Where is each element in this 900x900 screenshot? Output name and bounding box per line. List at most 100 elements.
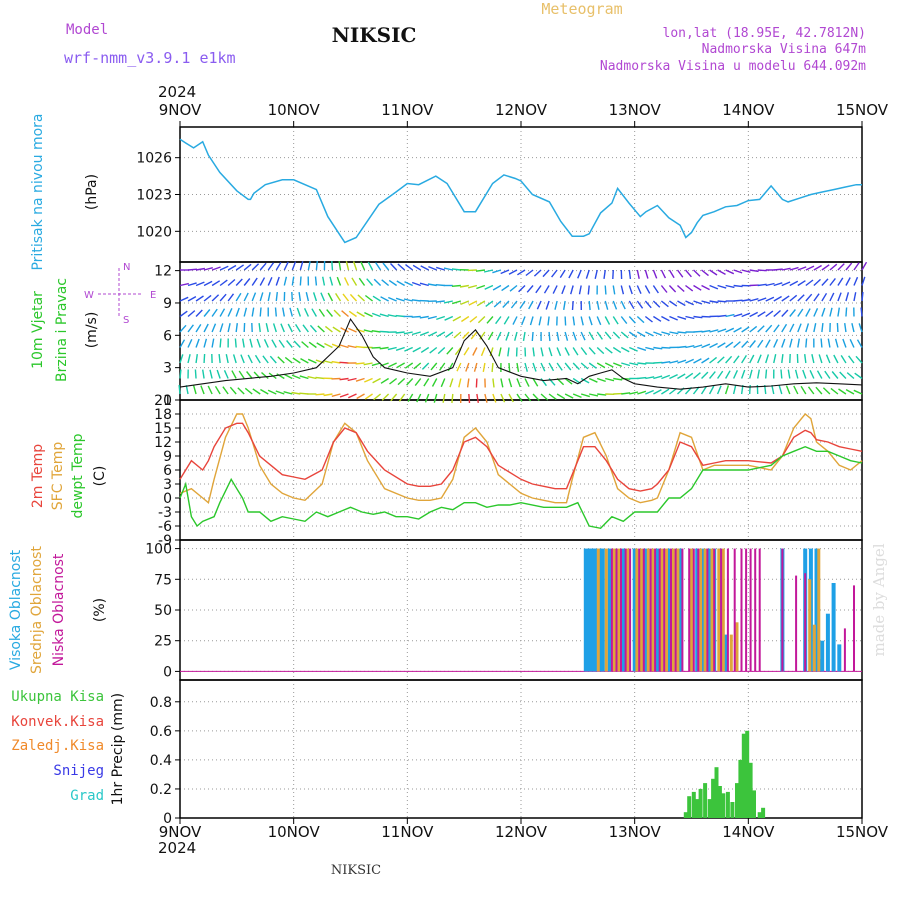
- wind-arrow: [508, 393, 514, 403]
- wind-arrow: [552, 285, 558, 294]
- low-cloud-bar: [726, 548, 729, 672]
- wind-arrow: [339, 344, 349, 349]
- y-tick-label: 100: [145, 542, 172, 558]
- y-tick-label: 15: [154, 421, 172, 437]
- mid-cloud-bar: [703, 548, 707, 672]
- wind-arrow: [412, 264, 422, 271]
- wind-arrow: [605, 377, 615, 382]
- wind-arrow: [452, 315, 462, 322]
- wind-arrow: [219, 308, 226, 317]
- wind-arrow: [510, 300, 518, 309]
- wind-arrow: [693, 344, 703, 349]
- low-cloud-bar: [688, 548, 691, 672]
- low-cloud-bar: [713, 548, 716, 672]
- wind-arrow: [195, 324, 202, 333]
- precip-bar: [683, 812, 688, 818]
- mid-cloud-bar: [651, 548, 655, 672]
- high-cloud-label: Visoka Oblacnost: [8, 549, 24, 670]
- wind-arrow: [789, 309, 796, 317]
- wind-arrow: [355, 362, 365, 365]
- legend-hail: Grad: [70, 788, 104, 804]
- mid-cloud-bar: [812, 624, 816, 672]
- wind-arrow: [564, 347, 570, 356]
- wind-arrow: [315, 376, 325, 380]
- wind-arrow: [388, 362, 397, 368]
- wind-arrow: [225, 354, 229, 364]
- credit-text: made by Angel: [870, 543, 888, 656]
- wind-arrow: [733, 269, 743, 274]
- wind-direction-legend: N S W E: [84, 262, 156, 326]
- wind-arrow: [588, 331, 595, 341]
- wind-arrow: [797, 266, 807, 271]
- wind-arrow: [620, 346, 630, 353]
- legend-snow: Snijeg: [53, 763, 104, 779]
- wind-arrow: [274, 307, 277, 317]
- wind-arrow: [371, 362, 381, 367]
- precip-bar: [703, 783, 708, 818]
- wind-arrow: [821, 278, 829, 286]
- wind-arrow: [244, 387, 253, 395]
- high-cloud-bar: [632, 548, 637, 672]
- wind-arrow: [629, 391, 639, 395]
- wind-arrow: [834, 338, 839, 348]
- wind-arrow: [291, 374, 301, 380]
- wind-arrow: [621, 362, 631, 367]
- y-tick-label: 50: [154, 603, 172, 619]
- wind-arrow: [604, 362, 614, 368]
- wind-arrow: [342, 293, 350, 302]
- wind-arrow: [329, 276, 334, 286]
- precip-bar: [721, 793, 726, 818]
- wind-arrow: [484, 284, 494, 290]
- dewpt-label: dewpt Temp: [70, 433, 86, 518]
- wind-arrow: [519, 300, 526, 309]
- wind-arrow: [829, 277, 836, 286]
- low-cloud-bar: [843, 628, 846, 672]
- wind-arrow: [818, 354, 823, 364]
- precip-bar: [745, 730, 750, 818]
- wind-arrow: [809, 370, 815, 379]
- wind-arrow: [440, 378, 446, 388]
- wind-arrow: [489, 347, 494, 357]
- wind-arrow: [259, 292, 264, 302]
- wind-arrow: [669, 373, 678, 380]
- x-tick-label: 13NOV: [609, 823, 662, 841]
- low-cloud-bar: [853, 585, 855, 672]
- wind-arrow: [693, 269, 701, 277]
- wind-arrow: [301, 341, 309, 349]
- wind-arrow: [238, 370, 245, 379]
- wind-east-label: E: [150, 290, 156, 301]
- wind-arrow: [388, 279, 398, 287]
- wind-arrow: [500, 393, 506, 403]
- wind-arrow: [284, 356, 293, 364]
- wind-arrow: [717, 328, 727, 333]
- wind-arrow: [732, 385, 737, 395]
- y-tick-label: 3: [163, 477, 172, 493]
- wind-arrow: [283, 391, 293, 395]
- wind-arrow: [853, 389, 863, 395]
- wind-arrow: [424, 393, 430, 403]
- year-top: 2024: [158, 83, 196, 101]
- wind-arrow: [661, 315, 670, 322]
- wind-arrow: [842, 338, 847, 348]
- wind-arrow: [508, 378, 513, 388]
- low-cloud-bar: [658, 548, 661, 672]
- wind-arrow: [451, 284, 461, 287]
- wind-arrow: [397, 377, 406, 386]
- wind-arrow: [556, 393, 566, 400]
- wind-arrow: [604, 346, 613, 354]
- wind-arrow: [366, 278, 374, 286]
- wind-arrow: [645, 331, 654, 337]
- wind-arrow: [195, 281, 205, 287]
- low-cloud-bar: [674, 548, 677, 672]
- low-cloud-bar: [740, 548, 743, 672]
- wind-arrow: [296, 307, 302, 317]
- wind-arrow: [861, 291, 864, 302]
- wind-arrow: [572, 347, 579, 356]
- wind-arrow: [381, 279, 390, 287]
- wind-arrow: [492, 269, 502, 274]
- wind-arrow: [741, 298, 751, 302]
- wind-arrow: [709, 356, 718, 364]
- wind-arrow: [235, 323, 238, 333]
- wind-arrow: [717, 284, 727, 289]
- wind-arrow: [594, 269, 598, 279]
